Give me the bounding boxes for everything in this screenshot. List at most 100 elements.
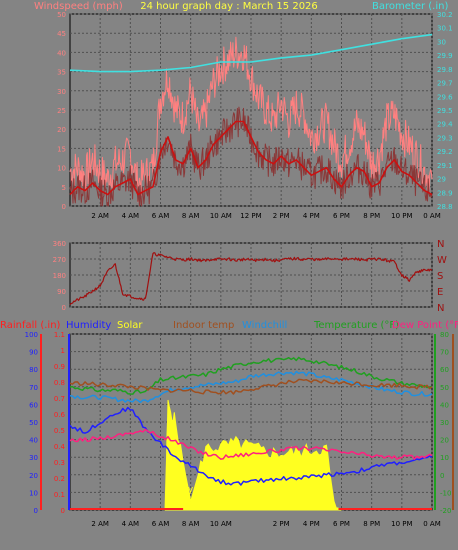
compass-label: N xyxy=(437,239,444,250)
indoor-temp-legend: Indoor temp xyxy=(173,320,235,331)
wind-direction-line xyxy=(69,252,433,306)
rain-tick: 0.2 xyxy=(54,475,65,483)
chart-title: 24 hour graph day : March 15 2026 xyxy=(140,1,318,12)
rain-axis-bar xyxy=(40,334,42,510)
windspeed-tick: 5 xyxy=(62,184,66,192)
dewpoint-legend: Dew Point (°F) xyxy=(392,320,458,331)
humidity-tick: 0 xyxy=(34,507,38,515)
humidity-tick: 30 xyxy=(29,454,38,462)
humidity-tick: 80 xyxy=(29,366,38,374)
humidity-tick: 60 xyxy=(29,401,38,409)
dewpoint-line xyxy=(69,428,433,460)
env-x-tick: 0 AM xyxy=(423,520,441,528)
windchill-line xyxy=(69,370,433,404)
rain-tick: 0.1 xyxy=(54,491,65,499)
direction-tick: 360 xyxy=(53,240,66,248)
rain-tick: 1.1 xyxy=(54,331,65,339)
wind-speed-noise xyxy=(69,106,433,207)
rain-tick: 0.9 xyxy=(54,363,65,371)
windspeed-tick: 0 xyxy=(62,203,66,211)
indoor-line xyxy=(69,378,433,395)
wind-gust-line xyxy=(69,36,433,203)
rain-tick: 0.5 xyxy=(54,427,65,435)
env-x-tick: 2 AM xyxy=(91,520,109,528)
barometer-tick: 29.9 xyxy=(437,52,453,60)
compass-label: S xyxy=(437,271,443,282)
wind-x-tick: 8 PM xyxy=(363,212,380,220)
wind-x-tick: 12 PM xyxy=(240,212,261,220)
rain-tick: 1 xyxy=(61,347,65,355)
temp-tick: 10 xyxy=(440,454,449,462)
direction-tick: 180 xyxy=(53,272,66,280)
temp-axis-bar xyxy=(434,334,436,510)
wind-x-tick: 10 PM xyxy=(391,212,412,220)
temp-tick: 70 xyxy=(440,349,449,357)
barometer-axis-title: Barometer (.in) xyxy=(372,1,449,12)
barometer-tick: 29.7 xyxy=(437,80,453,88)
temp-tick: 60 xyxy=(440,366,449,374)
env-x-tick: 2 PM xyxy=(273,520,290,528)
temp-tick: 80 xyxy=(440,331,449,339)
barometer-tick: 29 xyxy=(437,176,446,184)
humidity-tick: 100 xyxy=(25,331,38,339)
wind-x-tick: 6 PM xyxy=(333,212,350,220)
humidity-tick: 20 xyxy=(29,472,38,480)
temp-tick: 30 xyxy=(440,419,449,427)
compass-label: E xyxy=(437,287,443,298)
windchill-legend: Windchill xyxy=(242,320,288,331)
windspeed-tick: 50 xyxy=(57,11,66,19)
barometer-tick: 29.8 xyxy=(437,66,453,74)
env-x-tick: 8 PM xyxy=(363,520,380,528)
rain-tick: 0.8 xyxy=(54,379,65,387)
wind-x-tick: 2 PM xyxy=(273,212,290,220)
env-x-tick: 6 AM xyxy=(152,520,170,528)
env-x-tick: 10 PM xyxy=(391,520,412,528)
humidity-tick: 90 xyxy=(29,349,38,357)
wind-x-tick: 8 AM xyxy=(182,212,200,220)
barometer-tick: 30 xyxy=(437,38,446,46)
humidity-line xyxy=(69,406,433,486)
rain-tick: 0 xyxy=(61,507,65,515)
indoor-axis-bar xyxy=(452,334,454,510)
env-x-tick: 6 PM xyxy=(333,520,350,528)
barometer-tick: 28.8 xyxy=(437,203,453,211)
windspeed-axis-title: Windspeed (mph) xyxy=(34,1,123,12)
rain-tick: 0.6 xyxy=(54,411,66,419)
barometer-tick: 29.1 xyxy=(437,162,453,170)
rain-tick: 0.3 xyxy=(54,459,65,467)
temp-tick: 0 xyxy=(440,472,444,480)
humidity-axis-bar xyxy=(68,334,70,510)
windspeed-tick: 40 xyxy=(57,49,66,57)
barometer-tick: 29.3 xyxy=(437,134,453,142)
temperature-legend: Temperature (°F) xyxy=(314,320,400,331)
windspeed-tick: 30 xyxy=(57,88,66,96)
barometer-tick: 29.2 xyxy=(437,148,453,156)
rain-tick: 0.4 xyxy=(54,443,66,451)
env-x-tick: 4 AM xyxy=(122,520,140,528)
wind-x-tick: 4 AM xyxy=(122,212,140,220)
barometer-tick: 29.4 xyxy=(437,121,453,129)
solar-legend: Solar xyxy=(117,320,143,331)
solar-area xyxy=(164,399,342,511)
windspeed-tick: 35 xyxy=(57,69,66,77)
windspeed-tick: 20 xyxy=(57,126,66,134)
wind-x-tick: 2 AM xyxy=(91,212,109,220)
barometer-line xyxy=(69,33,433,73)
barometer-tick: 28.9 xyxy=(437,189,453,197)
humidity-tick: 50 xyxy=(29,419,38,427)
compass-label: N xyxy=(437,303,444,314)
temp-tick: 20 xyxy=(440,437,449,445)
rainfall-legend: Rainfall (.in) xyxy=(0,320,61,331)
humidity-legend: Humidity xyxy=(66,320,112,331)
barometer-tick: 29.6 xyxy=(437,93,453,101)
humidity-tick: 70 xyxy=(29,384,38,392)
windspeed-tick: 45 xyxy=(57,30,66,38)
compass-label: W xyxy=(437,255,447,266)
env-x-tick: 4 PM xyxy=(303,520,320,528)
humidity-tick: 10 xyxy=(29,489,38,497)
windspeed-tick: 15 xyxy=(57,145,66,153)
barometer-tick: 30.2 xyxy=(437,11,453,19)
barometer-tick: 30.1 xyxy=(437,25,453,33)
sunny-label: Sunny xyxy=(165,485,194,495)
